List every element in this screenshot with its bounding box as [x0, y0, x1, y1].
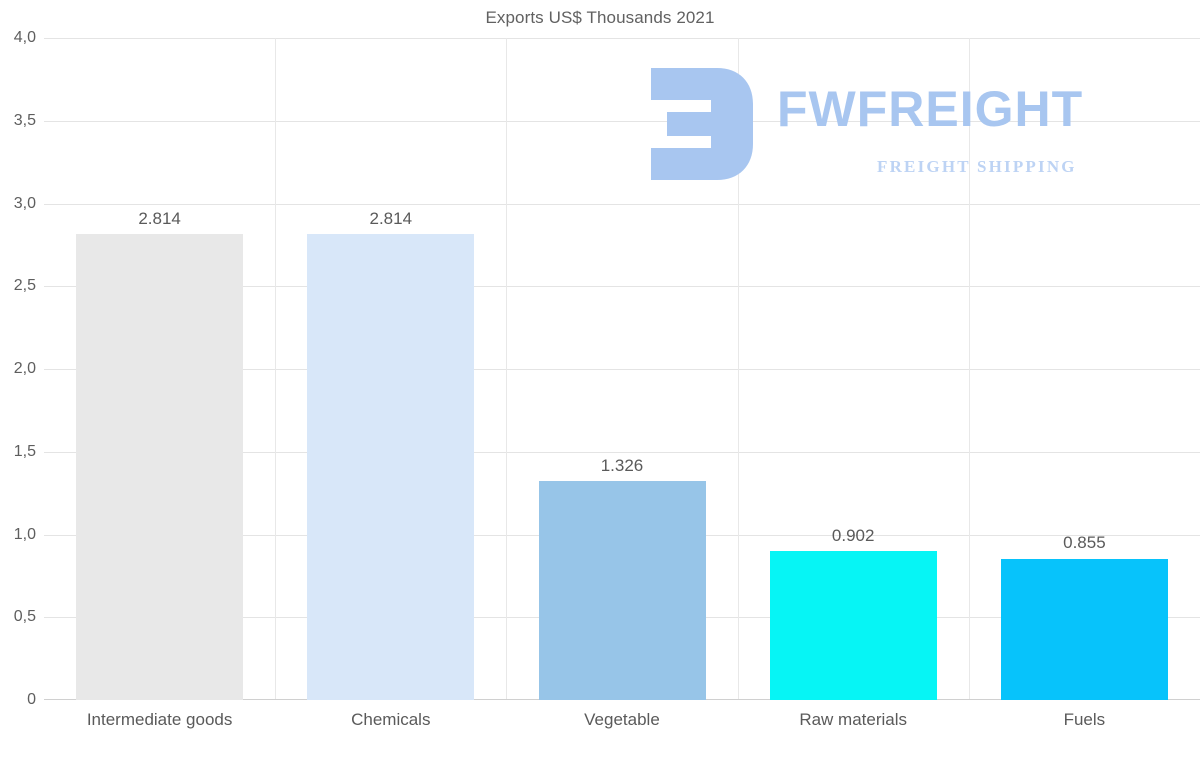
page-title: Exports US$ Thousands 2021	[485, 8, 715, 27]
gridline-vertical	[969, 38, 970, 700]
bar[interactable]	[538, 480, 706, 700]
bar-value-label: 0.902	[831, 525, 875, 545]
y-axis-tick-label: 0	[27, 691, 36, 708]
y-axis-tick-label: 1,5	[13, 442, 36, 460]
bar-value-label: 2.814	[369, 209, 413, 229]
y-axis-tick-label: 2,0	[13, 360, 36, 377]
gridline-horizontal	[44, 286, 1200, 288]
y-axis-tick-label: 0,5	[13, 608, 36, 626]
y-axis-tick-label: 2,5	[13, 277, 36, 295]
bar[interactable]	[76, 234, 244, 700]
gridline-horizontal	[44, 120, 1200, 122]
x-axis-tick-label: Intermediate goods	[86, 710, 233, 729]
gridline-horizontal	[44, 203, 1200, 205]
gridline-horizontal	[44, 369, 1200, 370]
gridline-vertical	[275, 38, 276, 700]
gridline-vertical	[506, 38, 507, 700]
y-axis-tick-label: 1,0	[13, 525, 36, 543]
bar-value-label: 1.326	[600, 455, 644, 475]
bar[interactable]	[769, 550, 937, 700]
x-axis-tick-label: Raw materials	[799, 710, 908, 729]
y-axis-tick-label: 4,0	[13, 29, 36, 46]
bar-value-label: 2.814	[138, 209, 181, 229]
y-axis-tick-label: 3,5	[13, 111, 36, 129]
gridline-horizontal	[44, 38, 1200, 39]
x-axis-tick-label: Vegetable	[584, 710, 660, 729]
x-axis-tick-label: Fuels	[1063, 710, 1106, 729]
x-axis-tick-label: Chemicals	[351, 710, 431, 729]
bar-value-label: 0.855	[1063, 533, 1106, 553]
gridline-horizontal	[44, 451, 1200, 453]
plot-area: 2.814 2.814 1.326 0.902 0.855	[44, 38, 1200, 700]
bar[interactable]	[307, 234, 475, 700]
y-axis-tick-label: 3,0	[13, 194, 36, 212]
bar[interactable]	[1000, 558, 1168, 700]
gridline-vertical	[738, 38, 739, 700]
